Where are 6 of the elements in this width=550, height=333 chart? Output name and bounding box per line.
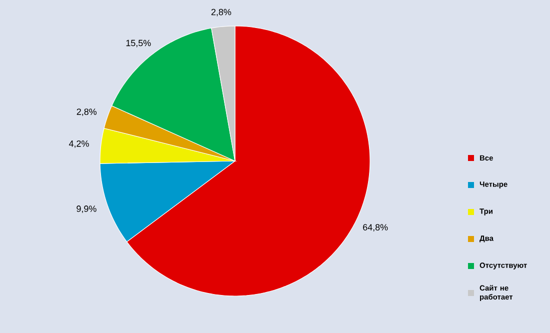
data-label: 2,8% — [76, 108, 97, 116]
data-label: 64,8% — [363, 224, 388, 232]
data-label: 2,8% — [211, 8, 232, 16]
data-label: 4,2% — [68, 140, 89, 148]
data-label: 15,5% — [126, 40, 151, 48]
data-label: 9,9% — [76, 206, 96, 213]
